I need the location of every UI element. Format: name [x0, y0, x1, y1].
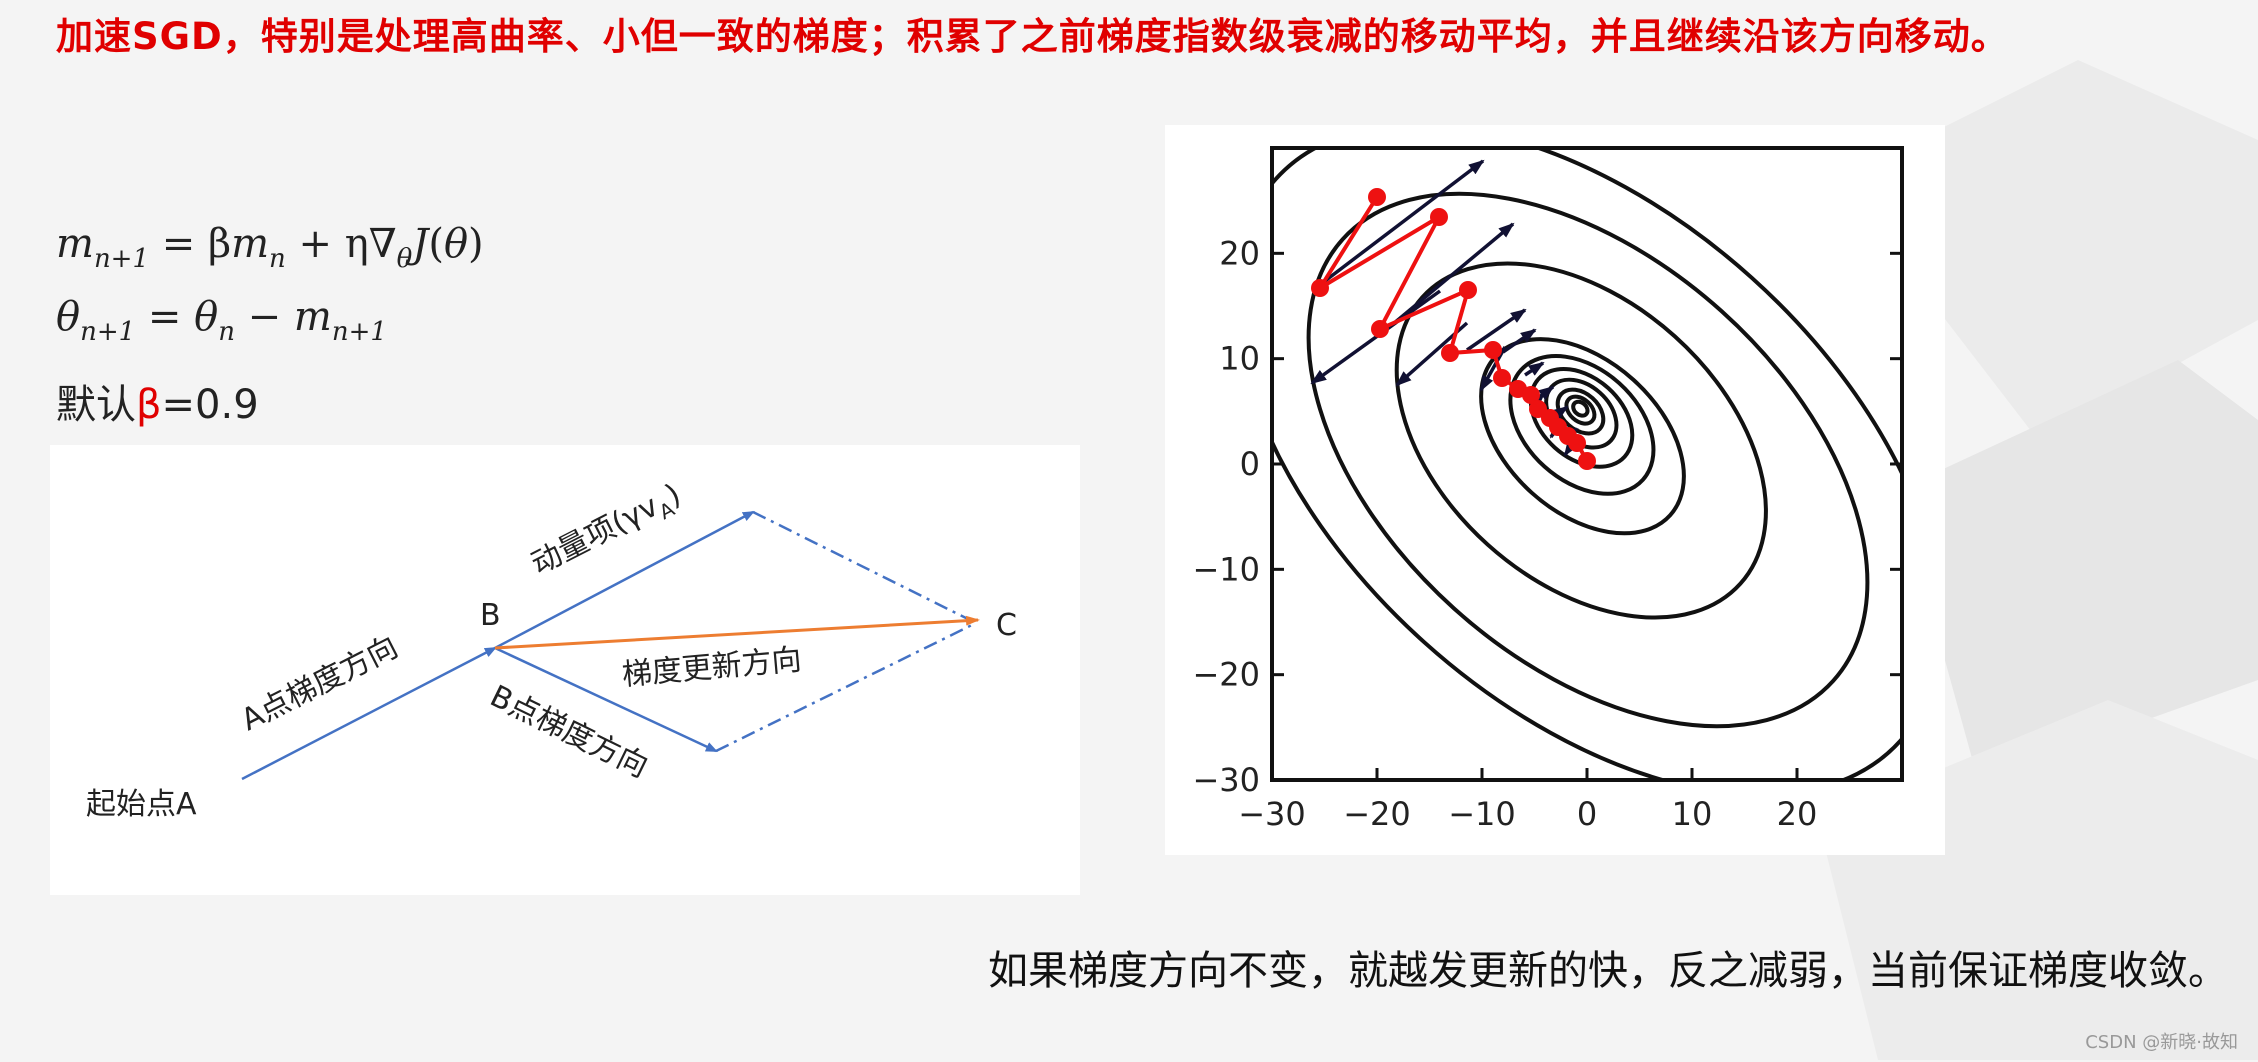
update-direction-arrow: [494, 615, 980, 650]
path-points: [1311, 188, 1596, 470]
headline: 加速SGD，特别是处理高曲率、小但一致的梯度；积累了之前梯度指数级衰减的移动平均…: [56, 15, 2009, 58]
path-point: [1459, 281, 1477, 299]
contour-ring: [1508, 354, 1656, 496]
gradient-arrow: [1479, 346, 1507, 392]
momentum-to-c-dashdot: [752, 510, 977, 625]
gradient-arrow: [1502, 328, 1537, 354]
path-point: [1522, 386, 1540, 404]
axis-ticks: −30 −20 −10 0 10 20 20 10 0 −10 −20 −30: [1192, 234, 1902, 833]
momentum-arrow: [494, 510, 755, 650]
a-gradient-label: A点梯度方向: [236, 630, 404, 739]
path-point: [1441, 344, 1459, 362]
a-gradient-arrow: [241, 646, 497, 781]
contour-lines: [1272, 148, 1902, 780]
beta-symbol: β: [136, 382, 162, 428]
vector-diagram: 起始点A B C A点梯度方向 动量项(γvA) B点梯度方向 梯度更新方向: [86, 477, 1017, 822]
path-point: [1430, 208, 1448, 226]
gradient-arrow: [1315, 159, 1485, 289]
x-tick-label: −10: [1448, 795, 1516, 833]
point-b-label: B: [480, 598, 501, 633]
y-tick-label: 0: [1240, 445, 1260, 483]
momentum-term-label: 动量项(γvA): [526, 477, 689, 586]
y-tick-label: −10: [1192, 550, 1260, 588]
x-tick-label: 10: [1672, 795, 1713, 833]
formula-parameter-update: θn+1 = θn − mn+1: [56, 294, 387, 347]
contour-ring: [1272, 148, 1902, 780]
y-tick-label: 20: [1219, 234, 1260, 272]
start-point-label: 起始点A: [86, 787, 197, 822]
contour-plot-panel: −30 −20 −10 0 10 20 20 10 0 −10 −20 −30: [1165, 125, 1945, 855]
update-direction-label: 梯度更新方向: [621, 642, 803, 693]
b-gradient-label: B点梯度方向: [484, 679, 653, 785]
formula-momentum-update: mn+1 = βmn + η∇θJ(θ): [56, 221, 484, 274]
path-point: [1368, 188, 1386, 206]
momentum-term-text: 动量项(γv: [526, 489, 664, 582]
contour-ring: [1564, 394, 1597, 426]
x-tick-label: −30: [1238, 795, 1306, 833]
vector-diagram-panel: 起始点A B C A点梯度方向 动量项(γvA) B点梯度方向 梯度更新方向: [50, 445, 1080, 895]
gradient-arrows: [1310, 159, 1579, 457]
path-point: [1568, 434, 1586, 452]
x-tick-label: 0: [1577, 795, 1597, 833]
default-beta: 默认β=0.9: [56, 372, 259, 430]
x-tick-label: −20: [1343, 795, 1411, 833]
default-label: 默认: [56, 382, 136, 428]
y-tick-label: −20: [1192, 656, 1260, 694]
footer-note: 如果梯度方向不变，就越发更新的快，反之减弱，当前保证梯度收敛。: [988, 948, 2228, 994]
contour-plot: −30 −20 −10 0 10 20 20 10 0 −10 −20 −30: [1192, 146, 1904, 833]
watermark: CSDN @新晓·故知: [2085, 1032, 2238, 1053]
path-point: [1371, 320, 1389, 338]
path-point: [1484, 341, 1502, 359]
b-gradient-arrow: [494, 646, 718, 753]
point-c-label: C: [996, 608, 1017, 643]
gradient-arrow: [1466, 308, 1527, 352]
gradient-arrow: [1524, 361, 1545, 377]
x-tick-label: 20: [1777, 795, 1818, 833]
contour-ring: [1306, 191, 1870, 729]
contour-ring: [1555, 387, 1606, 436]
path-point: [1311, 279, 1329, 297]
path-point: [1493, 369, 1511, 387]
contour-ring: [1571, 399, 1590, 418]
beta-value: =0.9: [161, 382, 259, 428]
contour-ring: [1528, 366, 1635, 469]
path-point: [1578, 452, 1596, 470]
b-gradient-to-c-dashdot: [715, 621, 977, 753]
gradient-arrow: [1385, 222, 1515, 331]
momentum-formulas: mn+1 = βmn + η∇θJ(θ) θn+1 = θn − mn+1: [56, 215, 484, 361]
y-tick-label: −30: [1192, 761, 1260, 799]
y-tick-label: 10: [1219, 340, 1260, 378]
